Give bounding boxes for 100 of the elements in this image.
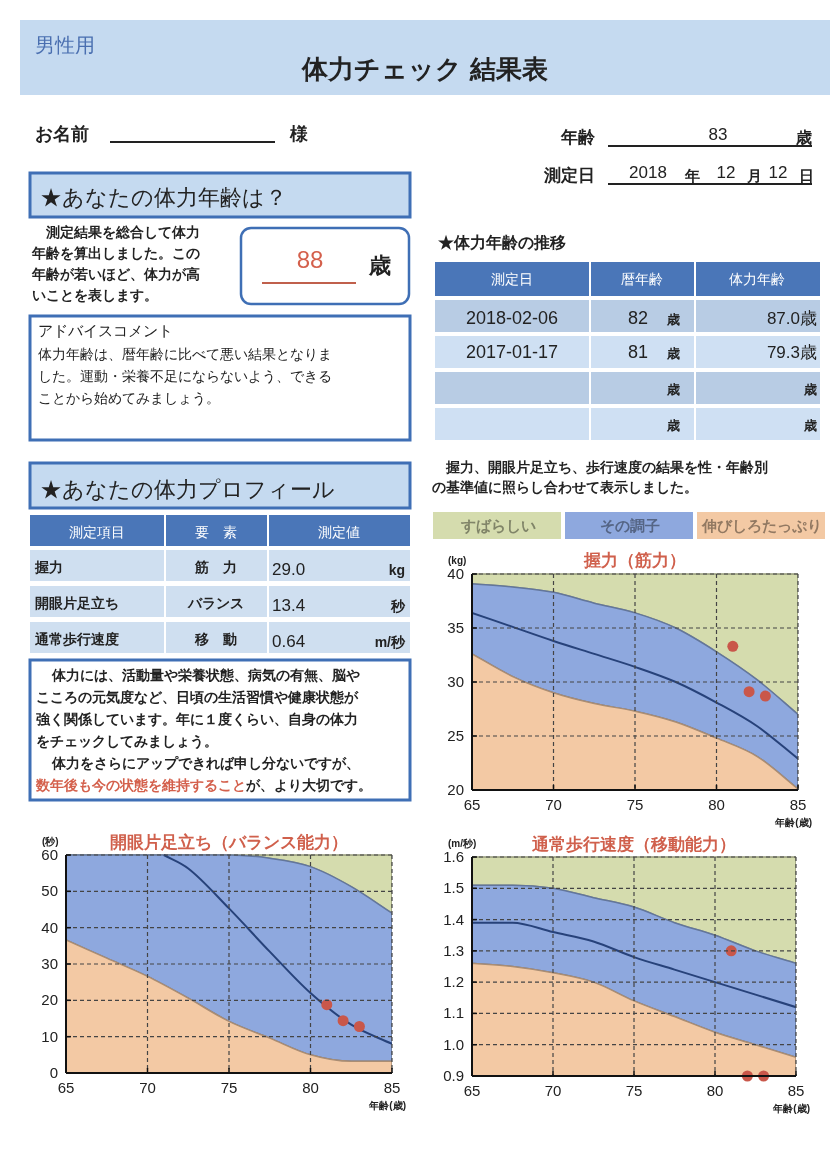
text: 歳 xyxy=(666,312,680,327)
x-axis-title: 年齢(歳) xyxy=(774,817,812,828)
text: 29.0 xyxy=(272,560,306,579)
text: 2018-02-06 xyxy=(465,308,559,328)
x-tick-label: 80 xyxy=(706,1082,724,1099)
chart-title: 通常歩行速度（移動能力） xyxy=(531,835,736,854)
text: 秒 xyxy=(390,598,406,614)
text: 測定値 xyxy=(318,524,360,540)
y-tick-label: 40 xyxy=(41,918,58,936)
text: 体力チェック 結果表 xyxy=(301,54,548,84)
point xyxy=(759,690,771,702)
chart-title: 開眼片足立ち（バランス能力） xyxy=(110,833,348,852)
line-series xyxy=(472,611,798,760)
text: の基準値に照らし合わせて表示しました。 xyxy=(432,480,698,495)
text: すばらしい xyxy=(459,517,536,535)
text: こころの元気度など、日頃の生活習慣や健康状態が xyxy=(36,689,359,705)
text: 開眼片足立ち xyxy=(35,595,119,611)
text: 88 xyxy=(296,246,324,273)
text: 日 xyxy=(798,167,814,184)
x-tick-label: 85 xyxy=(787,1082,805,1099)
y-tick-label: 1.1 xyxy=(443,1004,464,1022)
text: 12 xyxy=(716,163,736,182)
text: 通常歩行速度 xyxy=(34,631,119,647)
text: 歳 xyxy=(666,418,680,433)
text: 歳 xyxy=(795,129,812,146)
text: 年齢 xyxy=(560,128,596,147)
text: 歳 xyxy=(803,418,817,433)
point xyxy=(727,640,739,652)
text: 0.64 xyxy=(272,632,306,651)
y-tick-label: 1.3 xyxy=(443,941,464,959)
text: 要 素 xyxy=(195,524,237,540)
text: 年齢を算出しました。この xyxy=(31,246,200,261)
y-tick-label: 10 xyxy=(41,1027,58,1045)
y-tick-label: 20 xyxy=(447,781,464,798)
x-tick-label: 70 xyxy=(139,1079,156,1096)
y-tick-label: 1.0 xyxy=(443,1035,464,1053)
text: 測定項目 xyxy=(69,524,125,540)
x-tick-label: 85 xyxy=(789,796,807,813)
text: 83 xyxy=(708,125,728,144)
text: 数年後も今の状態を維持すること xyxy=(35,777,246,793)
text: 体力年齢は、暦年齢に比べて悪い結果となりま xyxy=(38,346,332,362)
text: した。運動・栄養不足にならないよう、できる xyxy=(38,368,332,384)
y-tick-label: 20 xyxy=(41,991,58,1009)
text: 2018 xyxy=(629,163,667,182)
point xyxy=(743,686,755,698)
y-tick-label: 25 xyxy=(447,727,464,744)
x-tick-label: 65 xyxy=(463,1082,481,1099)
x-tick-label: 65 xyxy=(463,796,481,813)
text: をチェックしてみましょう。 xyxy=(36,733,218,750)
text: お名前 xyxy=(35,124,89,144)
text: 男性用 xyxy=(35,34,95,56)
text: ことから始めてみましょう。 xyxy=(38,390,220,406)
text: 年齢が若いほど、体力が高 xyxy=(31,266,200,282)
text: 12 xyxy=(768,163,788,182)
text: 2017-01-17 xyxy=(465,342,559,362)
text: 歳 xyxy=(368,253,391,278)
point xyxy=(337,1015,349,1027)
y-tick-label: 40 xyxy=(447,565,464,582)
x-axis-title: 年齢(歳) xyxy=(368,1100,406,1111)
x-tick-label: 80 xyxy=(708,796,725,813)
text: 筋 力 xyxy=(194,559,237,575)
text: ★あなたの体力年齢は？ xyxy=(40,185,287,210)
text: 13.4 xyxy=(272,596,306,615)
text: 移 動 xyxy=(194,631,237,647)
y-tick-label: 30 xyxy=(41,955,58,972)
text: kg xyxy=(388,562,405,578)
x-tick-label: 75 xyxy=(220,1079,238,1096)
y-axis-title: (kg) xyxy=(448,555,467,566)
text: 握力、開眼片足立ち、歩行速度の結果を性・年齢別 xyxy=(445,459,768,475)
text: 強く関係しています。年に１度くらい、自身の体力 xyxy=(36,711,358,727)
point xyxy=(353,1020,365,1032)
x-tick-label: 75 xyxy=(625,1082,643,1099)
y-tick-label: 35 xyxy=(447,619,464,636)
y-tick-label: 1.6 xyxy=(443,848,464,865)
y-tick-label: 50 xyxy=(41,882,58,900)
text: バランス xyxy=(187,595,244,611)
line-series xyxy=(472,921,796,1009)
text: 伸びしろたっぷり xyxy=(701,517,822,534)
y-tick-label: 1.2 xyxy=(443,973,464,991)
text: 年 xyxy=(683,167,700,184)
text: 暦年齢 xyxy=(621,271,663,287)
y-axis-title: (m/秒) xyxy=(448,838,477,849)
text: 歳 xyxy=(803,382,817,397)
x-tick-label: 70 xyxy=(545,796,562,813)
text: アドバイスコメント xyxy=(38,322,173,339)
line-series xyxy=(162,854,392,1045)
x-tick-label: 75 xyxy=(626,796,644,813)
y-tick-label: 1.5 xyxy=(443,879,464,897)
text: 87.0歳 xyxy=(766,309,817,328)
text: 体力年齢 xyxy=(729,271,785,287)
text: 79.3歳 xyxy=(766,343,817,362)
y-tick-label: 0.9 xyxy=(443,1067,464,1084)
chart-title: 握力（筋力） xyxy=(583,551,686,570)
text: 測定日 xyxy=(491,271,533,287)
text: 歳 xyxy=(666,346,680,361)
text: 握力 xyxy=(34,559,63,575)
text: ★体力年齢の推移 xyxy=(438,234,566,251)
y-tick-label: 1.4 xyxy=(443,910,464,928)
y-tick-label: 60 xyxy=(41,846,58,863)
text: 体力には、活動量や栄養状態、病気の有無、脳や xyxy=(51,667,360,683)
